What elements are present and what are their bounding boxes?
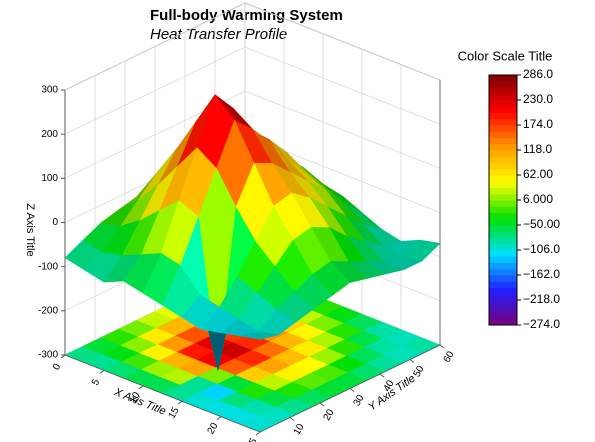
x-tick-label: 5 <box>90 377 103 388</box>
x-tick <box>60 354 66 359</box>
colorbar-band <box>489 256 517 263</box>
colorbar-band <box>489 218 517 226</box>
x-tick-label: 20 <box>206 421 221 437</box>
colorbar-band <box>489 187 517 195</box>
colorbar-band <box>489 87 517 95</box>
x-tick-label: 25 <box>245 436 260 442</box>
x-tick <box>216 416 222 421</box>
colorbar-band <box>489 225 517 232</box>
colorbar-tick-label: −162.0 <box>523 267 560 281</box>
y-tick-label: 50 <box>412 364 427 380</box>
colorbar-band <box>489 281 517 288</box>
colorbar-band <box>489 206 517 213</box>
colorbar-band <box>489 81 517 88</box>
colorbar-band <box>489 125 517 132</box>
x-tick-label: 10 <box>128 390 143 406</box>
chart-title: Full-body Warming System <box>150 7 343 24</box>
y-tick-label: 60 <box>442 349 457 365</box>
y-tick-label: 10 <box>292 422 307 438</box>
x-tick <box>99 369 105 374</box>
y-tick <box>409 359 415 363</box>
z-tick-label: 200 <box>41 129 58 140</box>
colorbar-band <box>489 300 517 307</box>
y-tick <box>379 373 385 378</box>
colorbar-tick-label: −218.0 <box>523 292 560 306</box>
colorbar-tick-label: 286.0 <box>523 67 553 81</box>
z-tick-label: -100 <box>38 261 58 272</box>
z-tick-label: -200 <box>38 305 58 316</box>
y-axis-title: Y Axis Title <box>366 372 417 413</box>
z-tick-label: 300 <box>41 85 58 96</box>
colorbar-band <box>489 143 517 151</box>
colorbar-band <box>489 231 517 238</box>
y-tick <box>439 344 445 349</box>
colorbar-band <box>489 75 517 82</box>
colorbar-band <box>489 175 517 182</box>
colorbar-tick-label: 118.0 <box>523 142 552 156</box>
x-tick <box>255 431 261 436</box>
colorbar-band <box>489 262 517 270</box>
colorbar-band <box>489 306 517 313</box>
colorbar-band <box>489 287 517 295</box>
colorbar-band <box>489 200 517 207</box>
colorbar-tick-label: −274.0 <box>523 317 560 331</box>
colorbar-band <box>489 268 517 276</box>
chart-subtitle: Heat Transfer Profile <box>150 26 287 43</box>
y-tick <box>289 417 295 421</box>
y-tick <box>349 388 355 392</box>
colorbar-band <box>489 137 517 145</box>
colorbar-band <box>489 243 517 251</box>
colorbar-band <box>489 312 517 320</box>
colorbar-tick-label: −106.0 <box>523 242 560 256</box>
z-tick-label: 0 <box>52 217 58 228</box>
z-tick-label: 100 <box>41 173 58 184</box>
x-tick <box>138 385 144 390</box>
colorbar-band <box>489 181 517 188</box>
colorbar-band <box>489 212 517 220</box>
colorbar-band <box>489 131 517 138</box>
colorbar-band <box>489 293 517 301</box>
colorbar-band <box>489 162 517 170</box>
colorbar-band <box>489 237 517 245</box>
colorbar-band <box>489 106 517 113</box>
colorbar-band <box>489 100 517 107</box>
x-tick <box>177 400 183 405</box>
colorbar-band <box>489 193 517 201</box>
colorbar-band <box>489 118 517 126</box>
colorbar-band <box>489 156 517 163</box>
y-tick <box>319 402 325 407</box>
colorbar-tick-label: 62.00 <box>523 167 553 181</box>
z-axis-title: Z Axis Title <box>24 203 36 256</box>
colorbar-band <box>489 318 517 326</box>
y-tick-label: 20 <box>322 407 337 423</box>
colorbar-band <box>489 112 517 120</box>
colorbar-title: Color Scale Title <box>458 48 553 63</box>
x-tick-label: 15 <box>167 405 182 421</box>
surface-cell <box>240 331 279 340</box>
colorbar-tick-label: 174.0 <box>523 117 553 131</box>
colorbar-tick-label: 230.0 <box>523 92 553 106</box>
colorbar-tick-label: 6.000 <box>523 192 553 206</box>
colorbar-band <box>489 93 517 101</box>
colorbar-band <box>489 275 517 282</box>
colorbar-tick-label: −50.00 <box>523 217 560 231</box>
grid-line <box>64 46 441 135</box>
y-tick-label: 30 <box>352 393 367 409</box>
y-tick-label: 40 <box>382 378 397 394</box>
colorbar-band <box>489 168 517 176</box>
z-tick-label: -300 <box>38 350 58 361</box>
colorbar-band <box>489 150 517 157</box>
x-tick-label: 0 <box>51 362 64 373</box>
colorbar-band <box>489 250 517 257</box>
